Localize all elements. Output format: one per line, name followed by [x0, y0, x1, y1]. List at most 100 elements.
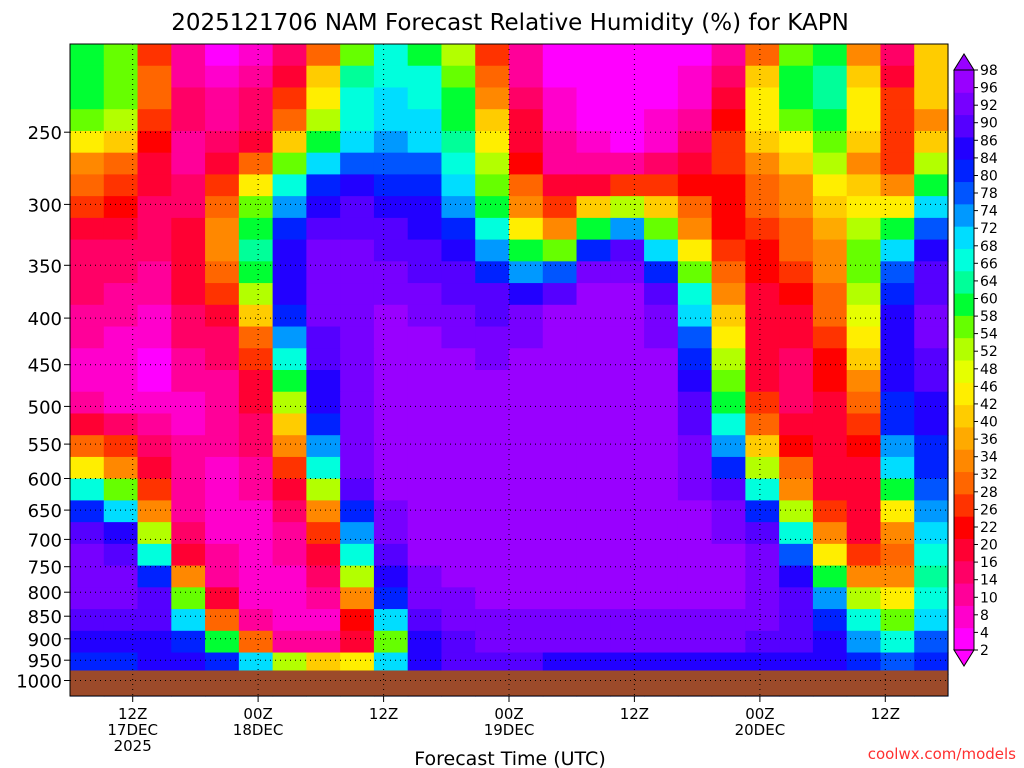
heatmap-cell [272, 174, 307, 197]
heatmap-cell [677, 630, 713, 654]
heatmap-cell [441, 304, 476, 328]
heatmap-cell [542, 630, 578, 654]
heatmap-cell [306, 196, 341, 219]
heatmap-cell [475, 283, 510, 306]
heatmap-cell [644, 543, 679, 567]
heatmap-cell [407, 87, 443, 110]
heatmap-cell [779, 500, 814, 523]
heatmap-cell [576, 304, 611, 328]
heatmap-cell [340, 609, 375, 632]
heatmap-cell [846, 261, 882, 284]
heatmap-cell [644, 370, 679, 393]
heatmap-cell [272, 522, 307, 545]
heatmap-cell [340, 413, 375, 436]
heatmap-cell [745, 587, 780, 610]
heatmap-cell [812, 130, 848, 154]
heatmap-cell [610, 348, 645, 371]
colorbar-label: 32 [980, 467, 998, 483]
heatmap-cell [70, 130, 105, 154]
heatmap-cell [677, 44, 713, 67]
heatmap-cell [103, 609, 139, 632]
heatmap-cell [441, 565, 476, 588]
heatmap-cell [509, 65, 544, 89]
heatmap-cell [779, 370, 814, 393]
heatmap-cell [576, 348, 611, 371]
heatmap-cell [171, 283, 206, 306]
heatmap-cell [340, 630, 375, 654]
heatmap-cell [677, 87, 713, 110]
heatmap-cell [171, 652, 206, 675]
heatmap-cell [576, 65, 611, 89]
heatmap-cell [306, 435, 341, 458]
colorbar-label: 92 [980, 98, 998, 114]
heatmap-cell [542, 326, 578, 349]
heatmap-cell [677, 565, 713, 588]
heatmap-cell [914, 239, 949, 262]
heatmap-cell [272, 609, 307, 632]
heatmap-cell [475, 413, 510, 436]
colorbar-segment [954, 516, 974, 539]
heatmap-cell [373, 87, 409, 110]
heatmap-cell [238, 44, 274, 67]
heatmap-cell [576, 478, 611, 501]
heatmap-cell [475, 196, 510, 219]
heatmap-cell [711, 239, 746, 262]
heatmap-cell [441, 522, 476, 545]
heatmap-cell [779, 435, 814, 458]
heatmap-cell [846, 391, 882, 415]
colorbar-label: 68 [980, 239, 998, 255]
heatmap-cell [205, 587, 240, 610]
heatmap-cell [711, 456, 746, 480]
heatmap-cell [272, 348, 307, 371]
heatmap-cell [542, 239, 578, 262]
heatmap-cell [137, 152, 172, 175]
heatmap-cell [441, 130, 476, 154]
heatmap-cell [137, 456, 172, 480]
heatmap-cell [373, 478, 409, 501]
heatmap-cell [880, 152, 915, 175]
heatmap-cell [171, 217, 206, 241]
heatmap-cell [103, 174, 139, 197]
heatmap-cell [475, 304, 510, 328]
chart-title: 2025121706 NAM Forecast Relative Humidit… [171, 10, 849, 36]
heatmap-cell [272, 565, 307, 588]
heatmap-cell [914, 565, 949, 588]
heatmap-cell [846, 522, 882, 545]
heatmap-cell [745, 456, 780, 480]
heatmap-cell [238, 304, 274, 328]
heatmap-cell [171, 196, 206, 219]
colorbar-segment [954, 159, 974, 183]
heatmap-cell [137, 587, 172, 610]
heatmap-cell [745, 174, 780, 197]
heatmap-cell [238, 152, 274, 175]
heatmap-cell [644, 565, 679, 588]
heatmap-cell [779, 44, 814, 67]
heatmap-cell [306, 239, 341, 262]
heatmap-cell [610, 587, 645, 610]
y-tick-label: 950 [28, 651, 62, 672]
heatmap-cell [373, 630, 409, 654]
heatmap-cell [711, 522, 746, 545]
heatmap-cell [238, 261, 274, 284]
heatmap-cell [70, 304, 105, 328]
heatmap-cell [306, 152, 341, 175]
heatmap-cell [880, 174, 915, 197]
heatmap-cell [137, 65, 172, 89]
heatmap-cell [846, 652, 882, 675]
heatmap-cell [812, 326, 848, 349]
heatmap-cell [509, 500, 544, 523]
heatmap-cell [509, 435, 544, 458]
heatmap-cell [812, 65, 848, 89]
heatmap-cell [509, 87, 544, 110]
heatmap-cell [171, 348, 206, 371]
heatmap-cell [137, 391, 172, 415]
colorbar-label: 42 [980, 397, 998, 413]
heatmap-cell [238, 326, 274, 349]
colorbar-label: 96 [980, 81, 998, 97]
colorbar-segment [954, 493, 974, 517]
heatmap-cell [644, 174, 679, 197]
heatmap-cell [441, 174, 476, 197]
heatmap-cell [272, 261, 307, 284]
heatmap-cell [644, 261, 679, 284]
heatmap-cell [340, 435, 375, 458]
